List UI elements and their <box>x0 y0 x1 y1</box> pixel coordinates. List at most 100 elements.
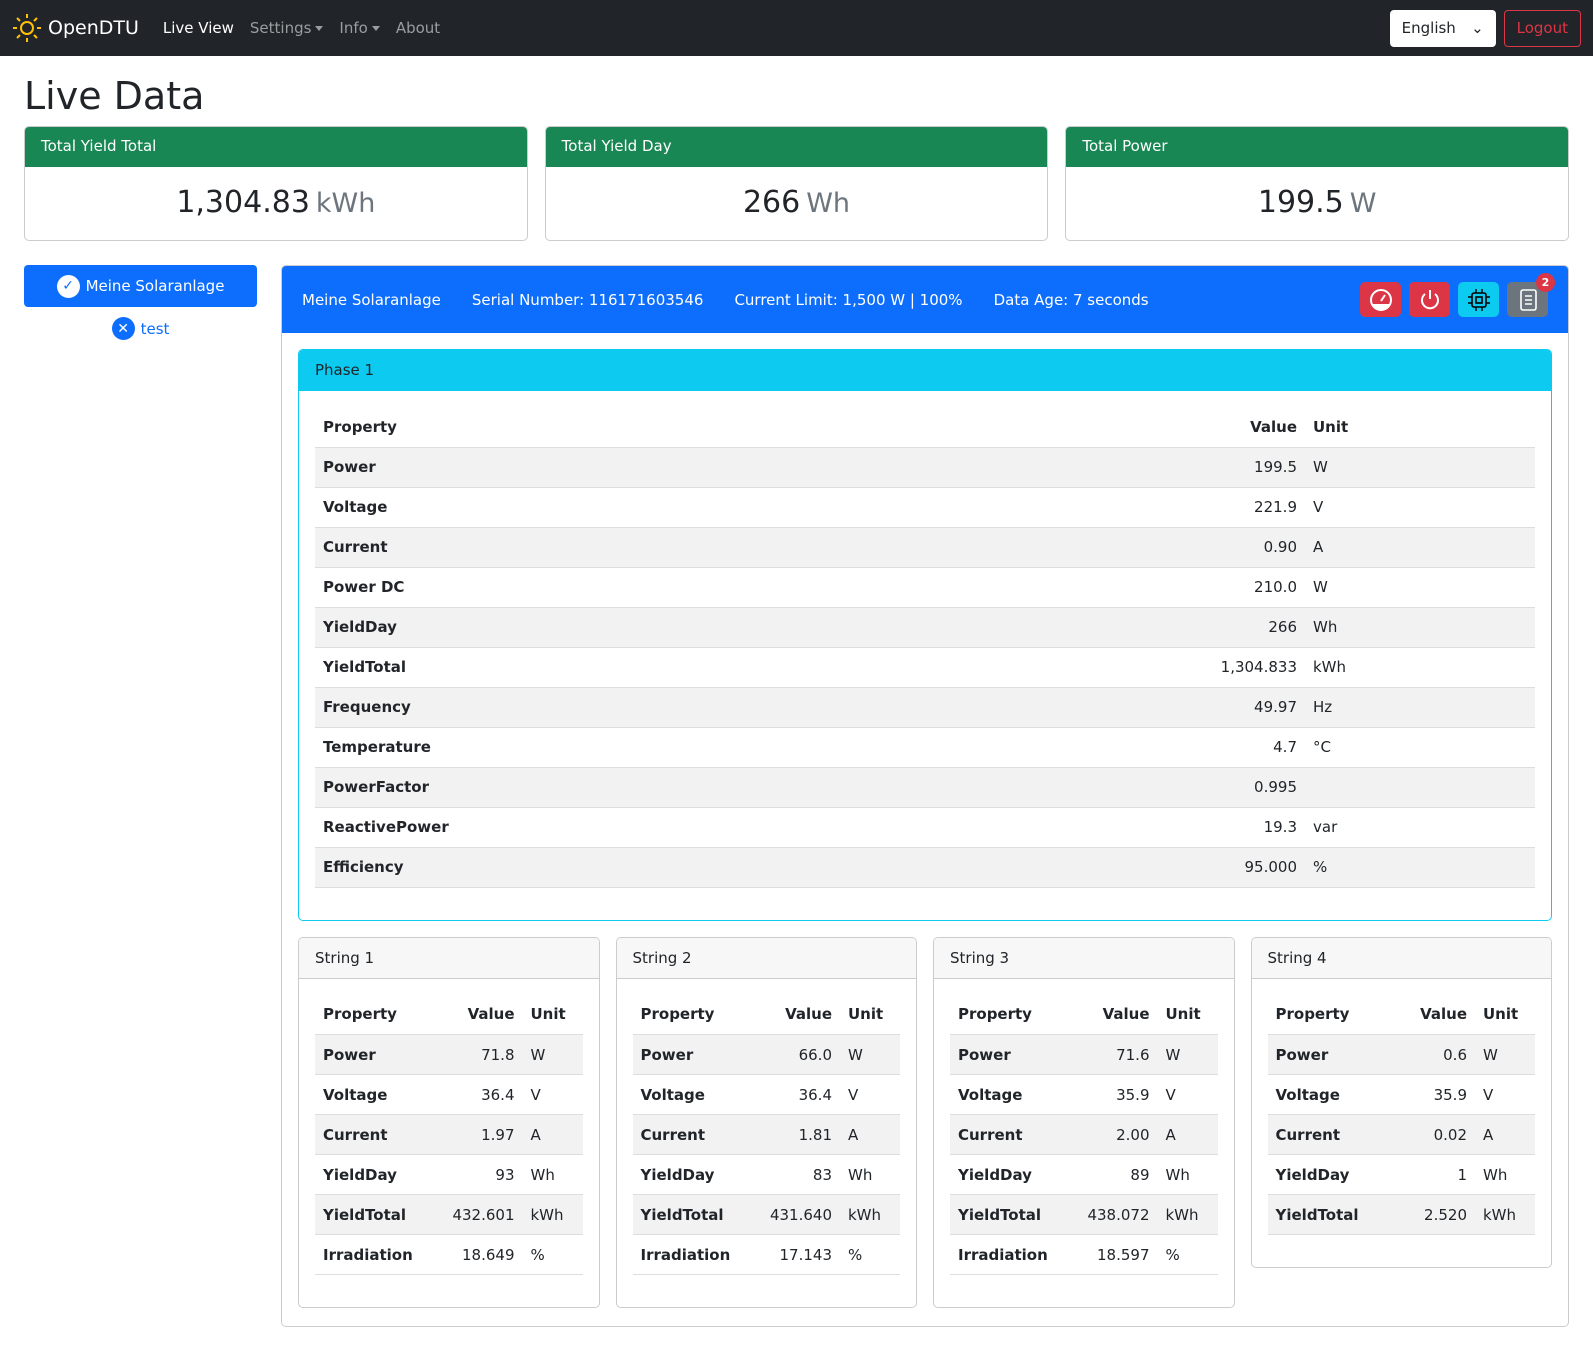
table-row: Voltage 35.9 V <box>950 1074 1218 1115</box>
property-cell: Voltage <box>1267 1074 1395 1115</box>
table-body: Power 71.6 W Voltage 35.9 V Current 2.00 A YieldD… <box>950 1034 1218 1275</box>
unit-cell: V <box>1157 1074 1218 1115</box>
unit-cell: A <box>522 1114 583 1155</box>
col-unit: Unit <box>840 994 900 1035</box>
language-value: English <box>1401 19 1456 37</box>
unit-cell: kWh <box>522 1194 583 1235</box>
speedometer-icon <box>1369 288 1392 311</box>
value-cell: 18.649 <box>434 1234 523 1275</box>
brand[interactable]: OpenDTU <box>12 13 139 43</box>
table-row: YieldDay 93 Wh <box>315 1154 583 1195</box>
nav-live-view[interactable]: Live View <box>162 19 234 37</box>
nav-settings[interactable]: Settings <box>250 19 324 37</box>
unit-cell: % <box>840 1234 900 1275</box>
unit-cell: % <box>1305 847 1535 888</box>
value-cell: 266 <box>914 607 1305 648</box>
table-row: Efficiency 95.000% <box>315 847 1535 888</box>
device-info-button[interactable] <box>1458 282 1499 317</box>
value-cell: 1.81 <box>751 1114 840 1155</box>
brand-name: OpenDTU <box>48 17 139 39</box>
table-header: Property Value Unit <box>632 994 900 1035</box>
col-property: Property <box>950 994 1070 1035</box>
limit-settings-button[interactable] <box>1360 282 1401 317</box>
table-body: Power 71.8 W Voltage 36.4 V Current 1.97 A YieldD… <box>315 1034 583 1275</box>
language-select[interactable]: English ⌄ <box>1389 9 1496 47</box>
property-cell: Current <box>315 527 915 568</box>
string-table: Property Value Unit Power 71.6 W Voltage 35.9 V C… <box>950 994 1218 1275</box>
property-cell: Power DC <box>315 567 915 608</box>
property-cell: Current <box>1267 1114 1395 1155</box>
total-yield-total-card: Total Yield Total 1,304.83 kWh <box>24 126 528 241</box>
table-row: YieldTotal 431.640 kWh <box>632 1194 900 1235</box>
unit-cell: A <box>1157 1114 1218 1155</box>
unit-cell: W <box>1475 1034 1535 1075</box>
property-cell: Power <box>950 1034 1070 1075</box>
value-cell: 36.4 <box>434 1074 523 1115</box>
property-cell: YieldTotal <box>315 1194 435 1235</box>
col-unit: Unit <box>1305 407 1535 448</box>
header-row: Property Value Unit <box>950 994 1218 1035</box>
value-cell: 1.97 <box>434 1114 523 1155</box>
table-body: Power 199.5 W Voltage 221.9 V Current 0.90 A Powe… <box>315 447 1535 888</box>
table-row: Current 1.97 A <box>315 1114 583 1155</box>
value-cell: 210.0 <box>914 567 1305 608</box>
table-row: YieldTotal 2.520 kWh <box>1267 1194 1535 1235</box>
check-circle-icon: ✓ <box>56 274 80 298</box>
card-value: 266 <box>742 185 801 220</box>
value-cell: 66.0 <box>751 1034 840 1075</box>
value-cell: 438.072 <box>1069 1194 1158 1235</box>
value-cell: 0.90 <box>914 527 1305 568</box>
inverter-tab-meine-solaranlage[interactable]: ✓ Meine Solaranlage <box>24 265 257 307</box>
string-title: String 1 <box>299 937 599 979</box>
inverter-name: test <box>140 319 170 338</box>
card-unit: kWh <box>315 188 376 219</box>
unit-cell: V <box>840 1074 900 1115</box>
unit-cell: °C <box>1305 727 1535 768</box>
cpu-icon <box>1467 288 1490 311</box>
phase-card: Phase 1 Property Value Unit Power 199.5 W Volt… <box>298 349 1552 921</box>
table-row: Current 1.81 A <box>632 1114 900 1155</box>
nav-about[interactable]: About <box>395 19 441 37</box>
string-table: Property Value Unit Power 0.6 W Voltage 35.9 V Cu… <box>1267 994 1535 1235</box>
unit-cell: kWh <box>1157 1194 1218 1235</box>
nav-info[interactable]: Info <box>339 19 380 37</box>
table-row: YieldDay 1 Wh <box>1267 1154 1535 1195</box>
unit-cell: kWh <box>1475 1194 1535 1235</box>
property-cell: Current <box>632 1114 752 1155</box>
page-title: Live Data <box>24 74 205 118</box>
value-cell: 199.5 <box>914 447 1305 488</box>
value-cell: 1,304.833 <box>914 647 1305 688</box>
table-row: Temperature 4.7 °C <box>315 727 1535 768</box>
property-cell: Power <box>1267 1034 1395 1075</box>
card-value: 199.5 <box>1257 185 1344 220</box>
unit-cell: W <box>1305 567 1535 608</box>
value-cell: 36.4 <box>751 1074 840 1115</box>
col-property: Property <box>315 407 915 448</box>
logout-button[interactable]: Logout <box>1503 9 1581 47</box>
property-cell: YieldDay <box>315 1154 435 1195</box>
value-cell: 49.97 <box>914 687 1305 728</box>
journal-icon <box>1519 288 1537 311</box>
unit-cell: Wh <box>522 1154 583 1195</box>
unit-cell: % <box>522 1234 583 1275</box>
property-cell: Irradiation <box>315 1234 435 1275</box>
value-cell: 431.640 <box>751 1194 840 1235</box>
property-cell: Voltage <box>315 487 915 528</box>
power-control-button[interactable] <box>1409 282 1450 317</box>
chevron-down-icon: ⌄ <box>1471 19 1484 37</box>
property-cell: PowerFactor <box>315 767 915 808</box>
value-cell: 0.995 <box>914 767 1305 808</box>
value-cell: 89 <box>1069 1154 1158 1195</box>
property-cell: YieldTotal <box>632 1194 752 1235</box>
unit-cell: W <box>840 1034 900 1075</box>
col-unit: Unit <box>1157 994 1218 1035</box>
unit-cell: V <box>1305 487 1535 528</box>
event-log-button[interactable]: 2 <box>1507 273 1555 317</box>
inverter-tab-test[interactable]: ✕ test <box>24 317 257 340</box>
property-cell: Current <box>315 1114 435 1155</box>
table-row: YieldTotal 432.601 kWh <box>315 1194 583 1235</box>
property-cell: Temperature <box>315 727 915 768</box>
power-icon <box>1420 289 1439 309</box>
table-row: Irradiation 17.143% <box>632 1234 900 1275</box>
table-header: Property Value Unit <box>315 407 1535 448</box>
